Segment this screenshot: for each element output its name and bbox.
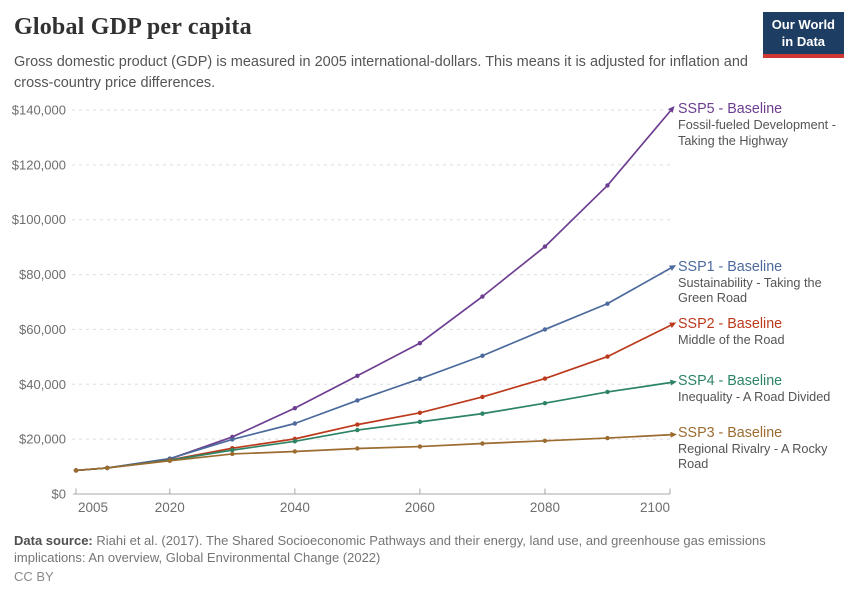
series-point-ssp4-baseline: [480, 411, 485, 416]
y-axis-tick-label: $20,000: [19, 432, 66, 447]
series-point-ssp5-baseline: [355, 373, 360, 378]
series-point-ssp5-baseline: [542, 244, 548, 249]
series-point-ssp2-baseline: [417, 410, 423, 416]
series-point-ssp5-baseline: [417, 340, 423, 346]
series-point-ssp3-baseline: [542, 438, 548, 443]
series-point-ssp1-baseline: [355, 398, 360, 403]
series-point-ssp4-baseline: [417, 419, 423, 425]
series-point-ssp3-baseline: [355, 446, 360, 451]
y-axis-tick-label: $140,000: [12, 103, 66, 118]
series-point-ssp2-baseline: [355, 422, 360, 427]
series-point-ssp1-baseline: [417, 376, 423, 381]
page-title: Global GDP per capita: [14, 14, 252, 40]
series-end-arrow-ssp4-baseline: [670, 379, 677, 386]
y-axis-tick-label: $40,000: [19, 377, 66, 392]
series-end-arrow-ssp3-baseline: [670, 431, 677, 438]
data-source-note: Data source: Riahi et al. (2017). The Sh…: [14, 533, 820, 567]
series-end-arrow-ssp5-baseline: [668, 106, 675, 113]
x-axis-tick-label: 2020: [155, 500, 185, 515]
series-point-ssp3-baseline: [105, 465, 110, 471]
series-point-ssp3-baseline: [417, 444, 423, 449]
series-point-ssp2-baseline: [542, 376, 548, 381]
series-point-ssp2-baseline: [480, 394, 485, 400]
series-point-ssp3-baseline: [292, 449, 298, 454]
series-point-ssp1-baseline: [480, 353, 485, 358]
y-axis-tick-label: $0: [52, 487, 66, 502]
y-axis-tick-label: $100,000: [12, 212, 66, 227]
series-line-ssp3-baseline: [75, 433, 671, 472]
chart-subtitle: Gross domestic product (GDP) is measured…: [14, 54, 748, 92]
y-axis-tick-label: $80,000: [19, 267, 66, 282]
x-axis-tick-label: 2060: [405, 500, 435, 515]
data-source-text: Riahi et al. (2017). The Shared Socioeco…: [14, 533, 766, 565]
x-axis-tick-label: 2005: [78, 500, 108, 515]
x-axis-tick-label: 2040: [280, 500, 310, 515]
series-point-ssp4-baseline: [292, 439, 298, 444]
series-point-ssp1-baseline: [542, 327, 548, 332]
series-point-ssp5-baseline: [605, 183, 610, 188]
series-end-arrow-ssp2-baseline: [669, 322, 677, 329]
series-point-ssp1-baseline: [292, 421, 298, 426]
series-point-ssp4-baseline: [355, 427, 360, 433]
y-axis-tick-label: $120,000: [12, 157, 66, 172]
series-point-ssp5-baseline: [292, 405, 298, 411]
series-point-ssp5-baseline: [480, 294, 485, 299]
series-point-ssp3-baseline: [230, 451, 235, 457]
series-point-ssp2-baseline: [605, 354, 610, 359]
owid-logo-line2: in Data: [781, 33, 826, 49]
series-point-ssp3-baseline: [73, 468, 79, 473]
series-point-ssp1-baseline: [605, 301, 610, 306]
data-source-label: Data source:: [14, 533, 93, 548]
series-point-ssp1-baseline: [230, 437, 235, 442]
y-axis-tick-label: $60,000: [19, 322, 66, 337]
series-point-ssp4-baseline: [605, 389, 610, 395]
owid-logo-line1: Our World: [771, 17, 835, 32]
x-axis-tick-label: 2080: [530, 500, 560, 515]
series-point-ssp3-baseline: [480, 441, 485, 446]
series-point-ssp3-baseline: [605, 435, 610, 441]
series-line-ssp1-baseline: [75, 267, 671, 472]
series-point-ssp4-baseline: [230, 447, 235, 453]
x-axis-tick-label: 2100: [640, 500, 670, 515]
series-point-ssp3-baseline: [167, 458, 172, 464]
series-point-ssp4-baseline: [542, 401, 548, 406]
owid-logo: Our World in Data: [762, 12, 844, 58]
series-end-arrow-ssp1-baseline: [668, 265, 677, 271]
license-link[interactable]: CC BY: [14, 569, 54, 584]
